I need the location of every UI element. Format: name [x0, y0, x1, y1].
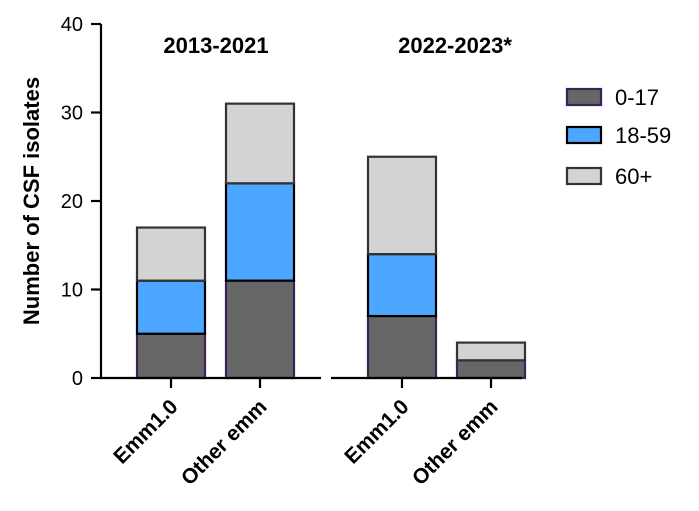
bar-segment-0-17	[455, 359, 527, 380]
y-tick-label: 10	[61, 280, 83, 302]
bar-segment-60+	[224, 102, 296, 185]
legend: 0-17 18-59 60+	[565, 85, 671, 189]
group-title-1: 2013-2021	[163, 33, 268, 58]
y-tick-label: 20	[61, 191, 83, 213]
legend-swatch	[565, 87, 603, 107]
bar-segment-60+	[366, 155, 438, 256]
y-ticks: 0 10 20 30 40	[61, 14, 101, 390]
bars-layer	[135, 102, 527, 380]
bar-segment-0-17	[135, 332, 207, 380]
x-tick-label: Other emm	[177, 395, 272, 490]
y-tick-label: 40	[61, 14, 83, 36]
legend-swatch	[565, 166, 603, 186]
bar-segment-18-59	[135, 279, 207, 335]
y-tick-label: 0	[72, 368, 83, 390]
group-title-2: 2022-2023*	[398, 33, 512, 58]
y-tick-label: 30	[61, 103, 83, 125]
y-axis-title: Number of CSF isolates	[19, 77, 44, 325]
bar-segment-0-17	[366, 314, 438, 380]
bar-segment-60+	[455, 341, 527, 362]
legend-label: 0-17	[615, 85, 659, 110]
bar-segment-60+	[135, 226, 207, 282]
bar-segment-0-17	[224, 279, 296, 380]
legend-label: 18-59	[615, 123, 671, 148]
x-tick-label: Emm1.0	[340, 395, 413, 468]
x-tick-label: Other emm	[408, 395, 503, 490]
x-tick-label: Emm1.0	[109, 395, 182, 468]
legend-label: 60+	[615, 164, 652, 189]
bar-segment-18-59	[224, 182, 296, 282]
legend-swatch	[565, 125, 603, 145]
bar-segment-18-59	[366, 253, 438, 318]
